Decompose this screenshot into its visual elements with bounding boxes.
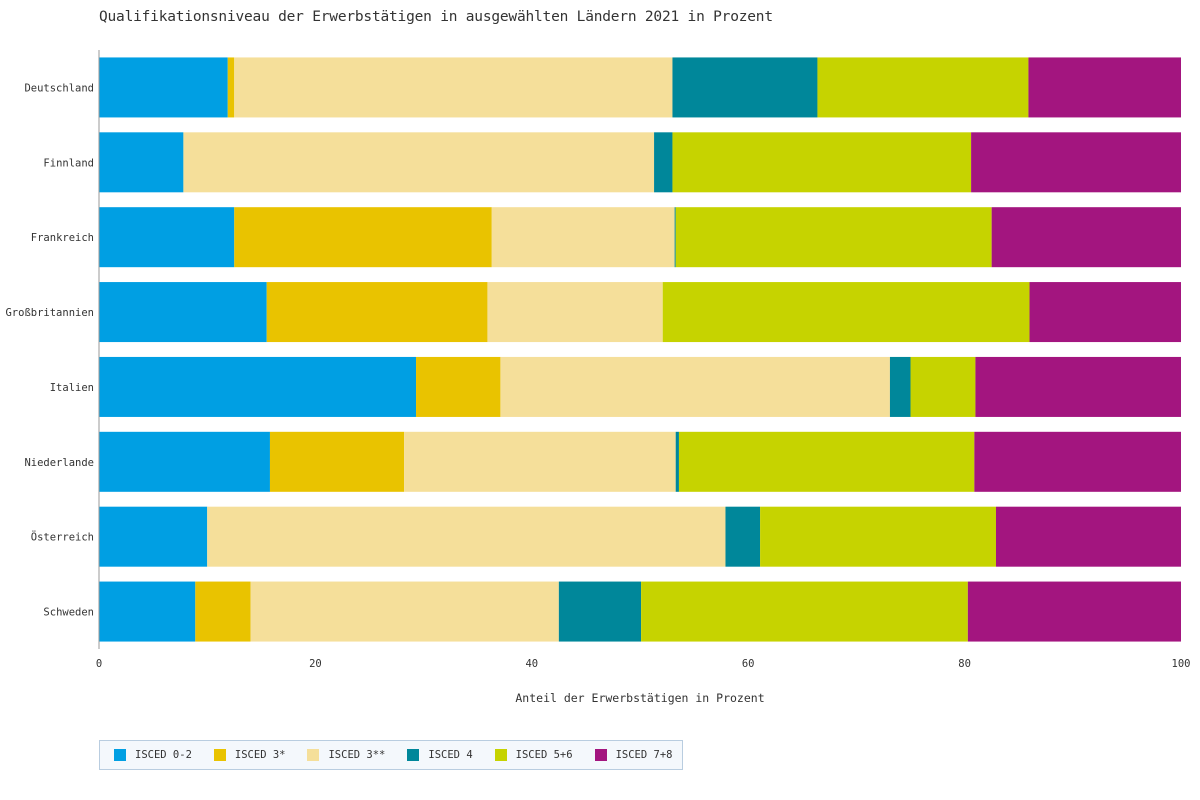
legend-item-isced-3[interactable]: ISCED 3**: [307, 749, 385, 761]
bar-segment-schweden-isced-4: [558, 581, 642, 642]
legend-label: ISCED 5+6: [515, 749, 573, 761]
bar-segment-deutschland-isced-3: [227, 57, 235, 118]
bar-segment-deutschland-isced-4: [672, 57, 818, 118]
bar-segment-italien-isced-5-6: [910, 356, 976, 417]
bar-segment-italien-isced-7-8: [975, 356, 1181, 417]
bar-segment-niederlande-isced-7-8: [974, 431, 1181, 492]
legend-item-isced-7-8[interactable]: ISCED 7+8: [594, 749, 673, 761]
legend-item-isced-3[interactable]: ISCED 3*: [213, 749, 286, 761]
bar-segment-deutschland-isced-3: [234, 57, 673, 118]
legend-swatch: [213, 749, 226, 761]
x-tick-label: 60: [742, 658, 755, 670]
bar-segment-frankreich-isced-4: [674, 207, 676, 268]
bar-segment-finnland-isced-4: [654, 132, 673, 193]
bar-segment-großbritannien-isced-0-2: [99, 282, 267, 343]
bar-segment-österreich-isced-3: [207, 506, 726, 567]
bar-segment-finnland-isced-0-2: [99, 132, 184, 193]
bar-segment-großbritannien-isced-7-8: [1029, 282, 1181, 343]
bar-segment-niederlande-isced-3: [404, 431, 676, 492]
legend-label: ISCED 3*: [234, 749, 286, 761]
bar-segment-italien-isced-0-2: [99, 356, 417, 417]
bar-segment-niederlande-isced-0-2: [99, 431, 270, 492]
legend-swatch: [594, 749, 607, 761]
legend-swatch: [114, 749, 126, 761]
legend-swatch: [494, 749, 507, 761]
category-label: Italien: [50, 382, 94, 394]
bar-segment-österreich-isced-0-2: [99, 506, 208, 567]
bar-segment-großbritannien-isced-5-6: [662, 282, 1030, 343]
legend-label: ISCED 0-2: [135, 749, 192, 761]
bar-segment-italien-isced-3: [416, 356, 501, 417]
bar-segment-deutschland-isced-0-2: [99, 57, 228, 118]
bar-segment-niederlande-isced-3: [269, 431, 405, 492]
legend-item-isced-4[interactable]: ISCED 4: [407, 749, 473, 761]
bar-segment-finnland-isced-3: [183, 132, 655, 193]
bar-segment-frankreich-isced-0-2: [99, 207, 235, 268]
category-label: Finnland: [43, 157, 94, 169]
bar-segment-frankreich-isced-7-8: [991, 207, 1181, 268]
bar-segment-schweden-isced-5-6: [641, 581, 968, 642]
bar-segment-schweden-isced-0-2: [99, 581, 196, 642]
bar-segment-österreich-isced-5-6: [760, 506, 996, 567]
legend-swatch: [307, 749, 320, 761]
bar-segment-schweden-isced-3: [195, 581, 251, 642]
bar-segment-niederlande-isced-5-6: [678, 431, 975, 492]
bar-segment-deutschland-isced-7-8: [1028, 57, 1181, 118]
category-label: Schweden: [43, 607, 94, 619]
category-label: Österreich: [31, 531, 94, 544]
legend-swatch: [407, 749, 420, 761]
bar-segment-frankreich-isced-3: [491, 207, 675, 268]
bar-segment-deutschland-isced-5-6: [817, 57, 1029, 118]
bar-segment-italien-isced-3: [500, 356, 890, 417]
x-tick-label: 0: [96, 658, 102, 670]
legend-label: ISCED 7+8: [615, 749, 673, 761]
bar-segment-großbritannien-isced-3: [266, 282, 488, 343]
category-label: Frankreich: [31, 232, 94, 244]
bar-segment-frankreich-isced-5-6: [675, 207, 992, 268]
category-label: Deutschland: [24, 82, 94, 94]
chart-legend: ISCED 0-2 ISCED 3* ISCED 3** ISCED 4 ISCED 5…: [99, 740, 684, 770]
bar-segment-frankreich-isced-3: [234, 207, 492, 268]
bar-segment-finnland-isced-7-8: [971, 132, 1181, 193]
legend-label: ISCED 3**: [328, 749, 386, 761]
bar-segment-italien-isced-4: [889, 356, 911, 417]
bar-segment-großbritannien-isced-3: [487, 282, 663, 343]
bar-segment-niederlande-isced-4: [675, 431, 679, 492]
bar-segment-finnland-isced-5-6: [672, 132, 972, 193]
chart-title: Qualifikationsniveau der Erwerbstätigen …: [99, 9, 773, 25]
bar-segment-österreich-isced-4: [725, 506, 761, 567]
category-label: Niederlande: [24, 457, 94, 469]
legend-item-isced-5-6[interactable]: ISCED 5+6: [494, 749, 573, 761]
category-label: Großbritannien: [5, 307, 94, 319]
x-tick-label: 20: [309, 658, 322, 670]
stacked-bar-chart: Deutschland Finnland Frankreich Großbritann…: [5, 50, 1191, 705]
x-axis-title: Anteil der Erwerbstätigen in Prozent: [515, 691, 764, 705]
x-tick-label: 40: [525, 658, 538, 670]
bar-segment-schweden-isced-3: [250, 581, 559, 642]
legend-item-isced-0-2[interactable]: ISCED 0-2: [114, 749, 192, 761]
x-tick-label: 80: [958, 658, 971, 670]
bar-segment-schweden-isced-7-8: [967, 581, 1181, 642]
bar-segment-österreich-isced-7-8: [995, 506, 1181, 567]
x-tick-label: 100: [1172, 658, 1191, 670]
legend-label: ISCED 4: [428, 749, 473, 761]
